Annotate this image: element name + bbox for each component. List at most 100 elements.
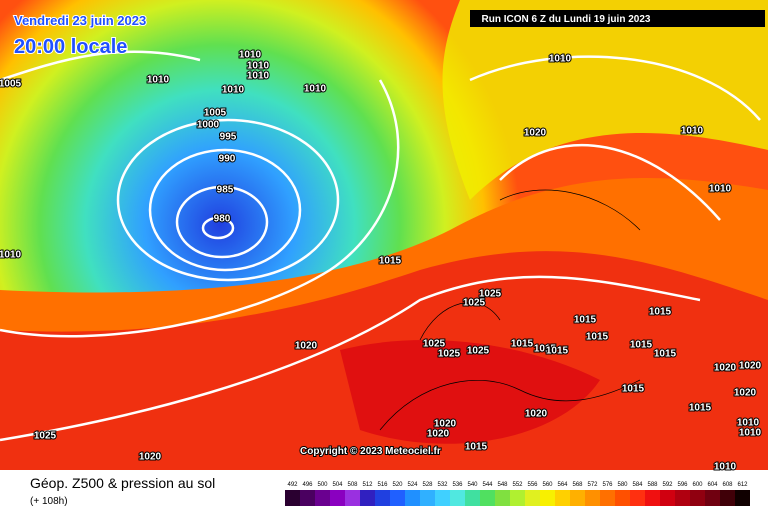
- isobar-label: 1010: [0, 250, 22, 261]
- color-cell: [735, 490, 750, 506]
- ridge: [442, 0, 768, 200]
- isobar-label: 1010: [247, 71, 270, 82]
- isobar-label: 1010: [714, 462, 737, 473]
- hot-core: [340, 340, 600, 444]
- isobar-label: 1020: [734, 388, 757, 399]
- isobar-label: 1020: [714, 363, 737, 374]
- legend-value: 520: [392, 482, 403, 488]
- color-cell: [450, 490, 465, 506]
- isobar-label: 1010: [739, 428, 762, 439]
- isobar-label: 1020: [427, 429, 450, 440]
- color-cell: [420, 490, 435, 506]
- legend-value: 512: [362, 482, 373, 488]
- legend-value: 492: [287, 482, 298, 488]
- isobar-label: 1015: [622, 384, 645, 395]
- isobar-label: 1015: [546, 346, 569, 357]
- isobar-label: 995: [220, 132, 237, 143]
- legend-value: 568: [572, 482, 583, 488]
- isobar-label: 1015: [465, 442, 488, 453]
- legend-value: 556: [527, 482, 538, 488]
- isobar-label: 1015: [574, 315, 597, 326]
- date: Vendredi 23 juin 2023: [14, 13, 146, 28]
- coastlines: [379, 189, 641, 431]
- isobar-label: 1020: [524, 128, 547, 139]
- isobar-label: 1010: [239, 50, 262, 61]
- isobar-label: 1025: [438, 349, 461, 360]
- isobar-label: 1020: [434, 419, 457, 430]
- color-cell: [405, 490, 420, 506]
- legend-title: Géop. Z500 & pression au sol: [30, 475, 215, 491]
- legend-value: 544: [482, 482, 493, 488]
- legend-value: 572: [587, 482, 598, 488]
- color-cell: [480, 490, 495, 506]
- legend-value: 508: [347, 482, 358, 488]
- isobar-label: 985: [217, 185, 234, 196]
- isobar-label: 1015: [379, 256, 402, 267]
- isobar-label: 1020: [139, 452, 162, 463]
- color-cell: [585, 490, 600, 506]
- legend-value: 532: [437, 482, 448, 488]
- isobar-label: 980: [214, 214, 231, 225]
- color-cell: [285, 490, 300, 506]
- legend-value: 576: [602, 482, 613, 488]
- copyright: Copyright © 2023 Meteociel.fr: [300, 446, 441, 457]
- color-cell: [555, 490, 570, 506]
- color-cell: [600, 490, 615, 506]
- color-cell: [315, 490, 330, 506]
- color-cell: [360, 490, 375, 506]
- legend-value: 528: [422, 482, 433, 488]
- color-cell: [705, 490, 720, 506]
- isobar-label: 1025: [34, 431, 57, 442]
- time: 20:00 locale: [14, 36, 127, 58]
- color-cell: [300, 490, 315, 506]
- legend-subtitle: (+ 108h): [30, 496, 68, 507]
- run-text: Run ICON 6 Z du Lundi 19 juin 2023: [482, 14, 651, 25]
- legend-value: 504: [332, 482, 343, 488]
- color-cell: [720, 490, 735, 506]
- isobar-label: 1015: [586, 332, 609, 343]
- color-cell: [330, 490, 345, 506]
- color-cell: [615, 490, 630, 506]
- isobar-label: 1010: [222, 85, 245, 96]
- isobar-label: 1015: [649, 307, 672, 318]
- isobar-label: 1005: [204, 108, 227, 119]
- color-cell: [390, 490, 405, 506]
- color-cell: [630, 490, 645, 506]
- isobar-label: 1020: [525, 409, 548, 420]
- legend-value: 600: [692, 482, 703, 488]
- color-cell: [375, 490, 390, 506]
- isobar-label: 1015: [689, 403, 712, 414]
- legend-value: 536: [452, 482, 463, 488]
- isobar-label: 1010: [304, 84, 327, 95]
- isobar-label: 1010: [247, 61, 270, 72]
- isobar-label: 1015: [534, 344, 557, 355]
- color-cell: [645, 490, 660, 506]
- isobar-label: 1020: [739, 361, 762, 372]
- legend-value: 592: [662, 482, 673, 488]
- color-cell: [660, 490, 675, 506]
- legend-value: 612: [737, 482, 748, 488]
- legend-value: 604: [707, 482, 718, 488]
- isobar-label: 1010: [147, 75, 170, 86]
- legend-value: 496: [302, 482, 313, 488]
- legend-value: 548: [497, 482, 508, 488]
- legend-value: 560: [542, 482, 553, 488]
- isobar-label: 1010: [709, 184, 732, 195]
- color-cell: [465, 490, 480, 506]
- color-cell: [435, 490, 450, 506]
- color-cell: [675, 490, 690, 506]
- legend-value: 596: [677, 482, 688, 488]
- isobar-label: 1000: [197, 120, 220, 131]
- color-cell: [525, 490, 540, 506]
- isobar-label: 990: [219, 154, 236, 165]
- isobar-label: 1005: [0, 79, 22, 90]
- legend-value: 516: [377, 482, 388, 488]
- color-cell: [570, 490, 585, 506]
- isobar-label: 1010: [549, 54, 572, 65]
- legend-value: 540: [467, 482, 478, 488]
- color-cell: [540, 490, 555, 506]
- isobar-label: 1010: [737, 418, 760, 429]
- isobar-label: 1025: [479, 289, 502, 300]
- isobar-label: 1015: [630, 340, 653, 351]
